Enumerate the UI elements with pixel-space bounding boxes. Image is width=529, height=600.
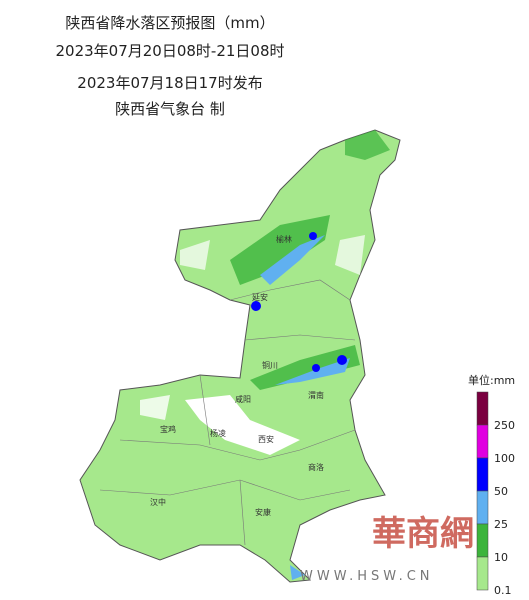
valid-period: 2023年07月20日08时-21日08时 bbox=[55, 42, 285, 60]
city-label: 咸阳 bbox=[235, 394, 251, 404]
province-shape bbox=[79, 129, 401, 583]
map-title: 陕西省降水落区预报图（mm） bbox=[65, 14, 275, 32]
legend-swatch bbox=[476, 523, 489, 558]
city-label: 宝鸡 bbox=[160, 424, 176, 434]
city-label: 安康 bbox=[255, 507, 271, 517]
city-label: 杨凌 bbox=[210, 428, 226, 438]
legend-label: 250 bbox=[494, 419, 515, 432]
city-label: 汉中 bbox=[150, 497, 166, 507]
legend-label: 25 bbox=[494, 518, 508, 531]
legend-title: 单位:mm bbox=[468, 373, 515, 387]
watermark-url: WWW.HSW.CN bbox=[300, 569, 434, 584]
legend-swatch bbox=[476, 424, 489, 459]
legend-label: 50 bbox=[494, 485, 508, 498]
city-label: 西安 bbox=[258, 434, 274, 444]
city-label: 商洛 bbox=[308, 462, 324, 472]
issue-time: 2023年07月18日17时发布 bbox=[77, 74, 263, 92]
legend-label: 10 bbox=[494, 551, 508, 564]
legend-label: 100 bbox=[494, 452, 515, 465]
city-label: 榆林 bbox=[276, 234, 292, 244]
watermark-logo: 華商網 bbox=[372, 514, 474, 554]
legend-swatch bbox=[476, 457, 489, 492]
legend-swatch bbox=[476, 556, 489, 591]
legend-label: 0.1 bbox=[494, 584, 512, 597]
issuer: 陕西省气象台 制 bbox=[115, 100, 225, 118]
city-label: 延安 bbox=[252, 292, 268, 302]
legend-swatch bbox=[476, 490, 489, 525]
city-label: 铜川 bbox=[262, 360, 278, 370]
legend-swatch bbox=[476, 391, 489, 426]
city-label: 渭南 bbox=[308, 390, 324, 400]
